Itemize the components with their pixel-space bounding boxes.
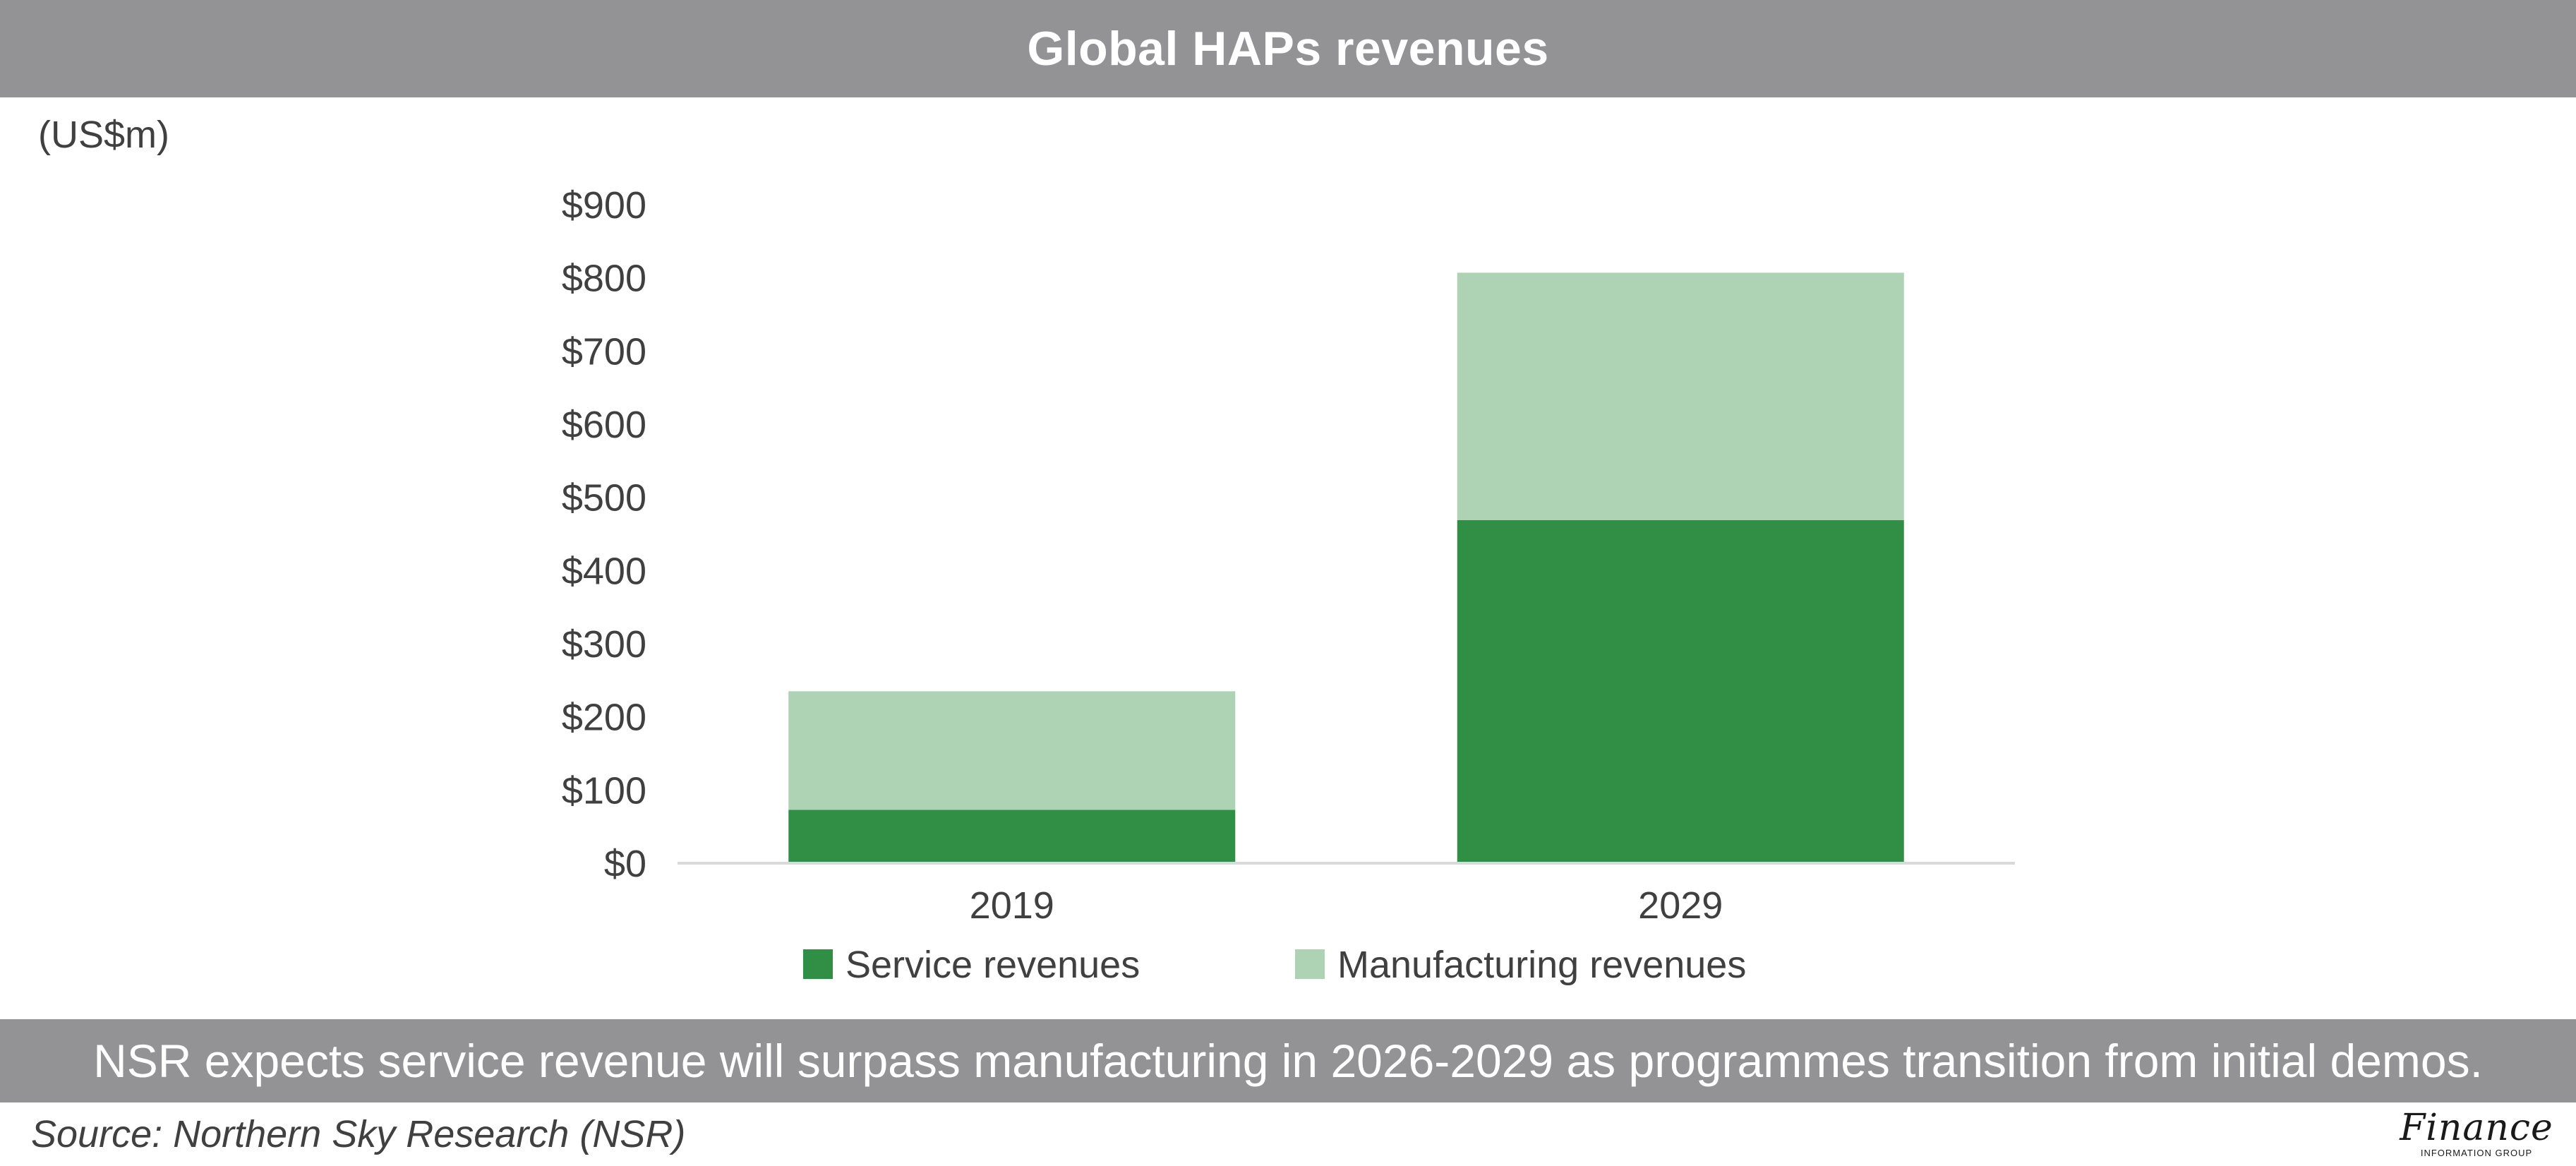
y-tick-label: $300	[562, 623, 646, 666]
y-tick-label: $900	[562, 184, 646, 227]
y-tick-label: $500	[562, 477, 646, 519]
bar-manufacturing-2029	[1457, 272, 1904, 520]
y-tick-label: $400	[562, 550, 646, 592]
chart-title: Global HAPs revenues	[1027, 22, 1549, 76]
y-tick-label: $0	[604, 843, 646, 885]
title-bar: Global HAPs revenues	[0, 0, 2576, 97]
stacked-bar-chart: $0 $100 $200 $300 $400 $500 $600 $700 $800 $900 20…	[562, 184, 2015, 986]
legend-manufacturing-swatch	[1295, 949, 1325, 979]
bar-manufacturing-2019	[788, 691, 1236, 810]
logo-wordmark: Finance	[2400, 1107, 2553, 1149]
legend-manufacturing-label: Manufacturing revenues	[1337, 944, 1746, 986]
caption-bar: NSR expects service revenue will surpass…	[0, 1019, 2576, 1102]
y-tick-label: $700	[562, 330, 646, 373]
y-tick-label: $800	[562, 258, 646, 300]
x-tick-label: 2029	[1638, 884, 1723, 927]
y-tick-label: $600	[562, 404, 646, 446]
x-tick-label: 2019	[970, 884, 1054, 927]
source-note: Source: Northern Sky Research (NSR)	[31, 1113, 686, 1155]
bar-service-2019	[788, 810, 1236, 863]
caption-text: NSR expects service revenue will surpass…	[93, 1035, 2483, 1087]
legend-service-label: Service revenues	[845, 944, 1140, 986]
unit-label: (US$m)	[38, 114, 169, 156]
bar-service-2029	[1457, 519, 1904, 863]
y-tick-label: $200	[562, 697, 646, 739]
finance-information-group-logo: Finance INFORMATION GROUP	[2395, 1110, 2558, 1158]
y-tick-label: $100	[562, 769, 646, 812]
logo-subtitle: INFORMATION GROUP	[2420, 1148, 2533, 1158]
legend-service-swatch	[803, 949, 833, 979]
